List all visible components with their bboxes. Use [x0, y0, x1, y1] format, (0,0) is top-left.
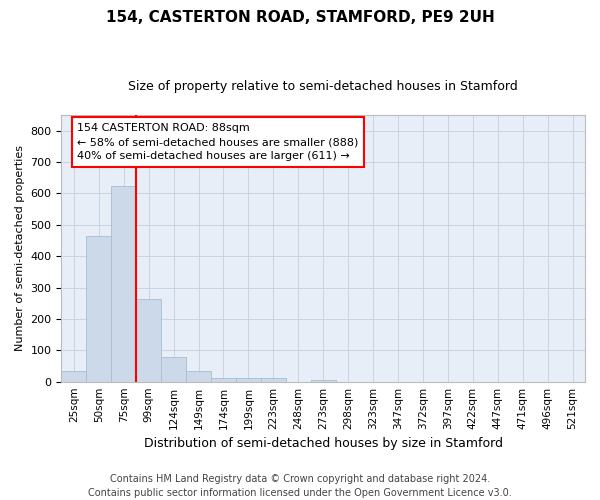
Bar	[136, 298, 161, 382]
Text: Contains HM Land Registry data © Crown copyright and database right 2024.
Contai: Contains HM Land Registry data © Crown c…	[88, 474, 512, 498]
Bar	[261, 378, 286, 382]
Bar	[61, 370, 86, 382]
Bar	[161, 356, 186, 382]
Text: 154 CASTERTON ROAD: 88sqm
← 58% of semi-detached houses are smaller (888)
40% of: 154 CASTERTON ROAD: 88sqm ← 58% of semi-…	[77, 123, 358, 161]
Bar	[111, 186, 136, 382]
Bar	[311, 380, 335, 382]
X-axis label: Distribution of semi-detached houses by size in Stamford: Distribution of semi-detached houses by …	[144, 437, 503, 450]
Bar	[186, 370, 211, 382]
Text: 154, CASTERTON ROAD, STAMFORD, PE9 2UH: 154, CASTERTON ROAD, STAMFORD, PE9 2UH	[106, 10, 494, 25]
Title: Size of property relative to semi-detached houses in Stamford: Size of property relative to semi-detach…	[128, 80, 518, 93]
Y-axis label: Number of semi-detached properties: Number of semi-detached properties	[15, 146, 25, 352]
Bar	[236, 378, 261, 382]
Bar	[86, 236, 111, 382]
Bar	[211, 378, 236, 382]
